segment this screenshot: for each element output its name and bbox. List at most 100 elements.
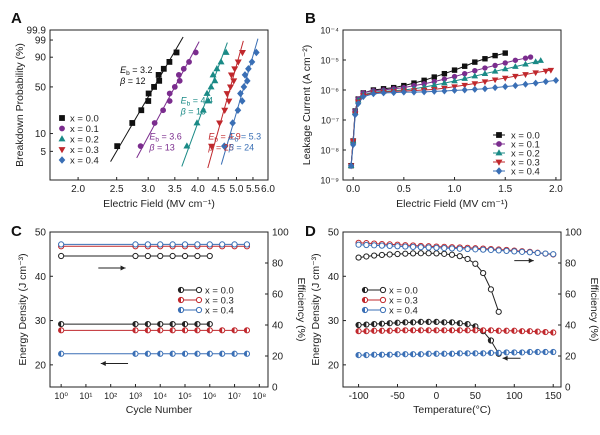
- efficiency-point-c-2-2: [144, 241, 151, 248]
- efficiency-point-d-0-8-ring: [417, 250, 424, 257]
- efficiency-point-d-0-4-ring: [386, 251, 393, 258]
- efficiency-point-d-2-1: [363, 241, 370, 249]
- energy-point-d-2-8: [417, 351, 424, 358]
- data-point-b-3-20: [522, 72, 529, 78]
- data-point-a-3-2: [221, 107, 229, 115]
- data-point-b-2-14: [461, 75, 468, 81]
- x-tick-label-a-5: 4.5: [211, 184, 225, 195]
- legend-label-a-2: x = 0.2: [70, 135, 99, 146]
- beta-symbol: β: [207, 142, 213, 152]
- energy-point-d-0-12: [448, 319, 456, 326]
- legend-open-d-0: [379, 286, 387, 294]
- data-point-a-2-8: [213, 65, 221, 72]
- efficiency-point-d-2-14: [464, 245, 471, 253]
- energy-point-d-2-23-fill: [535, 349, 538, 355]
- efficiency-point-d-0-5: [394, 250, 401, 258]
- efficiency-point-d-0-15: [472, 260, 479, 267]
- data-point-b-0-17: [492, 52, 498, 59]
- y2-tick-label-c-0: 0: [272, 383, 278, 394]
- legend-open-d-0-ring: [379, 286, 387, 294]
- efficiency-point-c-2-7-ring: [206, 241, 213, 248]
- efficiency-point-d-0-7: [409, 250, 417, 257]
- energy-point-d-2-7: [409, 351, 417, 358]
- energy-point-d-2-16: [480, 350, 487, 357]
- legend-filled-d-0-fill: [362, 287, 365, 293]
- energy-point-d-2-13: [456, 350, 463, 357]
- legend-label-c-1: x = 0.3: [205, 296, 234, 307]
- energy-point-c-1-0-fill: [58, 327, 62, 333]
- energy-point-d-0-8-fill: [418, 319, 421, 325]
- annotation-eb-a-4: Eb = 5.3: [229, 131, 261, 143]
- energy-point-d-1-21: [518, 328, 526, 335]
- eb-value: = 3.6: [159, 131, 182, 141]
- data-point-a-4-1: [229, 119, 236, 127]
- energy-point-d-2-14: [464, 350, 471, 357]
- energy-point-d-1-15: [472, 327, 479, 334]
- energy-point-c-2-6: [194, 350, 201, 357]
- energy-point-d-0-13: [456, 320, 463, 327]
- data-point-b-2-15: [471, 72, 479, 79]
- data-point-a-0-9: [166, 59, 173, 65]
- data-point-b-3-19: [512, 73, 519, 80]
- y-tick-label-a-3: 90: [35, 53, 47, 64]
- legend-filled-d-2-fill: [362, 307, 365, 313]
- y-tick-label-b-2: 10⁻⁷: [321, 116, 339, 126]
- legend-label-a-4: x = 0.4: [70, 156, 99, 167]
- energy-point-d-1-25: [550, 329, 557, 336]
- data-point-b-0-16: [482, 56, 488, 62]
- eb-value: = 5.3: [238, 131, 261, 141]
- energy-point-d-1-22: [526, 328, 533, 335]
- legend-filled-d-2: [361, 306, 369, 314]
- eb-subscript: b: [155, 136, 159, 143]
- energy-point-d-1-16: [480, 327, 487, 334]
- efficiency-point-d-2-1-ring: [363, 241, 370, 249]
- energy-point-d-1-17-fill: [488, 327, 491, 333]
- data-point-a-2-6: [211, 77, 219, 84]
- y2-tick-label-d-3: 60: [565, 290, 577, 301]
- data-point-b-4-9: [410, 88, 418, 96]
- efficiency-point-d-2-17-ring: [487, 246, 495, 254]
- energy-point-d-2-11-fill: [441, 351, 445, 357]
- x-axis-label-b: Electric Field (MV cm⁻¹): [396, 198, 508, 210]
- annotation-beta-a-1: β = 19: [180, 106, 206, 116]
- efficiency-point-d-0-0-ring: [355, 254, 362, 261]
- energy-point-d-1-21-fill: [519, 328, 523, 334]
- panel-letter-b: B: [305, 10, 316, 27]
- data-point-a-0-8: [160, 65, 167, 72]
- efficiency-point-d-2-16: [480, 246, 487, 253]
- energy-point-d-1-14: [464, 327, 471, 334]
- legend-label-a-0: x = 0.0: [70, 114, 99, 125]
- data-point-b-3-17: [491, 77, 499, 84]
- x-tick-label-d-1: -50: [390, 391, 405, 402]
- efficiency-point-c-2-10: [243, 241, 251, 248]
- efficiency-point-d-2-3-ring: [378, 242, 386, 249]
- efficiency-point-d-2-4-ring: [386, 242, 393, 250]
- efficiency-point-d-0-17: [487, 286, 495, 293]
- energy-point-d-2-19-fill: [503, 349, 507, 356]
- legend-filled-c-0: [177, 286, 185, 294]
- series-a-4: [220, 38, 260, 165]
- y-tick-label-d-0: 20: [328, 360, 340, 371]
- series-b-4: [348, 76, 560, 170]
- efficiency-point-c-0-5: [181, 252, 189, 260]
- eb-symbol: E: [120, 65, 127, 75]
- data-point-b-3-23: [547, 67, 555, 74]
- legend-label-d-0: x = 0.0: [389, 286, 418, 297]
- efficiency-point-d-0-1: [363, 253, 370, 260]
- energy-point-d-0-7-fill: [410, 319, 414, 325]
- legend-marker-a-2: [58, 135, 66, 142]
- energy-point-d-2-12-fill: [449, 351, 452, 357]
- legend-open-d-2-ring: [379, 306, 387, 314]
- energy-point-c-2-2-fill: [145, 351, 148, 357]
- efficiency-point-d-2-12: [448, 245, 456, 252]
- y2-tick-label-c-3: 60: [272, 290, 284, 301]
- energy-point-d-1-11: [441, 327, 448, 334]
- x-tick-label-c-7: 10⁷: [228, 391, 241, 401]
- efficiency-point-d-2-25-ring: [550, 251, 557, 258]
- data-point-a-0-1: [129, 120, 136, 126]
- beta-symbol: β: [180, 106, 186, 116]
- efficiency-point-d-0-0: [355, 254, 362, 261]
- energy-point-d-1-22-fill: [527, 328, 530, 334]
- annotation-eb-a-3: Eb = 4.9: [208, 131, 240, 143]
- energy-point-c-2-5-fill: [182, 351, 186, 357]
